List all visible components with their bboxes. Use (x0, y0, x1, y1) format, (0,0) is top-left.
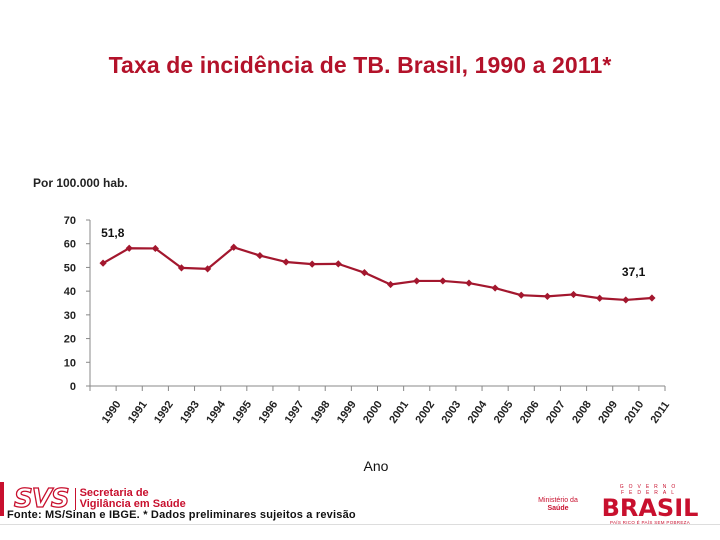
annotations: 51,8 37,1 (101, 226, 646, 279)
data-point (439, 277, 447, 285)
data-point (334, 260, 342, 268)
data-point (256, 251, 264, 260)
data-point (386, 280, 395, 289)
data-point (569, 290, 578, 299)
x-tick-label: 1992 (152, 399, 176, 426)
x-tick-label: 2004 (466, 398, 490, 426)
x-tick-label: 1996 (257, 399, 281, 426)
source-note: Fonte: MS/Sinan e IBGE. * Dados prelimin… (7, 509, 356, 521)
x-tick-label: 2009 (596, 399, 620, 426)
x-tick-label: 1991 (126, 399, 150, 426)
y-tick-label: 60 (64, 239, 76, 251)
data-point (360, 269, 369, 277)
x-tick-label: 1998 (309, 399, 333, 426)
data-point (622, 296, 630, 304)
series-incidence (99, 243, 656, 304)
data-point (465, 279, 473, 287)
x-tick-label: 2001 (387, 399, 411, 426)
x-tick-label: 1997 (283, 399, 307, 426)
data-point (648, 294, 656, 302)
x-tick-label: 2008 (570, 399, 594, 426)
x-tick-label: 2000 (361, 399, 385, 426)
svs-line-2: Vigilância em Saúde (79, 498, 186, 510)
y-axis: 0 10 20 30 40 50 60 70 (64, 215, 91, 393)
brasil-logo: GOVERNO FEDERAL BRASIL PAÍS RICO É PAÍS … (600, 484, 700, 525)
y-tick-label: 10 (64, 357, 76, 369)
y-tick-label: 50 (64, 262, 76, 274)
data-point (491, 284, 499, 292)
data-point (177, 264, 186, 272)
series-line (102, 246, 653, 302)
brasil-motto: PAÍS RICO É PAÍS SEM POBREZA (610, 520, 690, 525)
x-tick-label: 1994 (204, 398, 228, 426)
data-point (308, 260, 316, 268)
y-tick-label: 0 (70, 381, 76, 393)
svs-logo-mark: SVS (13, 484, 70, 514)
footer-accent-bar (0, 482, 4, 516)
x-tick-label: 2011 (649, 399, 673, 425)
y-tick-label: 20 (64, 334, 76, 346)
brasil-gov-text: GOVERNO FEDERAL (619, 484, 681, 496)
data-point (99, 259, 107, 267)
chart-title: Taxa de incidência de TB. Brasil, 1990 a… (108, 52, 612, 78)
x-tick-label: 2002 (413, 399, 437, 426)
y-tick-label: 40 (64, 286, 76, 298)
brasil-wordmark: BRASIL (601, 494, 699, 522)
data-point (543, 292, 551, 300)
data-point (204, 265, 212, 273)
x-tick-label: 1993 (178, 399, 202, 426)
data-label: 37,1 (622, 265, 646, 279)
x-tick-label: 2006 (518, 399, 542, 426)
x-axis: 1990 1991 1992 1993 1994 1995 1996 1997 1998 1999… (89, 385, 673, 426)
y-axis-label: Por 100.000 hab. (33, 176, 128, 190)
footer-divider (0, 524, 720, 525)
x-tick-label: 2005 (492, 399, 516, 426)
data-label: 51,8 (101, 226, 125, 240)
data-point (230, 243, 238, 251)
x-tick-label: 1990 (100, 399, 124, 426)
y-tick-label: 30 (64, 310, 76, 322)
x-tick-label: 1999 (335, 399, 359, 426)
x-tick-label: 2003 (439, 399, 463, 426)
ministerio-line-2: Saúde (547, 505, 569, 512)
ministerio-logo: Ministério da Saúde (538, 497, 578, 513)
svs-line-1: Secretaria de (79, 487, 149, 499)
x-axis-label: Ano (363, 458, 389, 474)
data-point (125, 244, 133, 252)
svs-logo: SVS Secretaria de Vigilância em Saúde (13, 484, 186, 514)
x-tick-label: 2007 (544, 399, 568, 426)
data-point (413, 277, 421, 285)
ministerio-line-1: Ministério da (538, 497, 578, 504)
x-tick-label: 2010 (622, 399, 646, 426)
y-tick-label: 70 (64, 215, 76, 227)
data-point (151, 244, 159, 253)
svs-logo-text: Secretaria de Vigilância em Saúde (74, 487, 186, 510)
x-tick-label: 1995 (230, 399, 254, 426)
data-point (282, 258, 290, 266)
data-point (596, 294, 604, 302)
data-point (517, 291, 525, 299)
